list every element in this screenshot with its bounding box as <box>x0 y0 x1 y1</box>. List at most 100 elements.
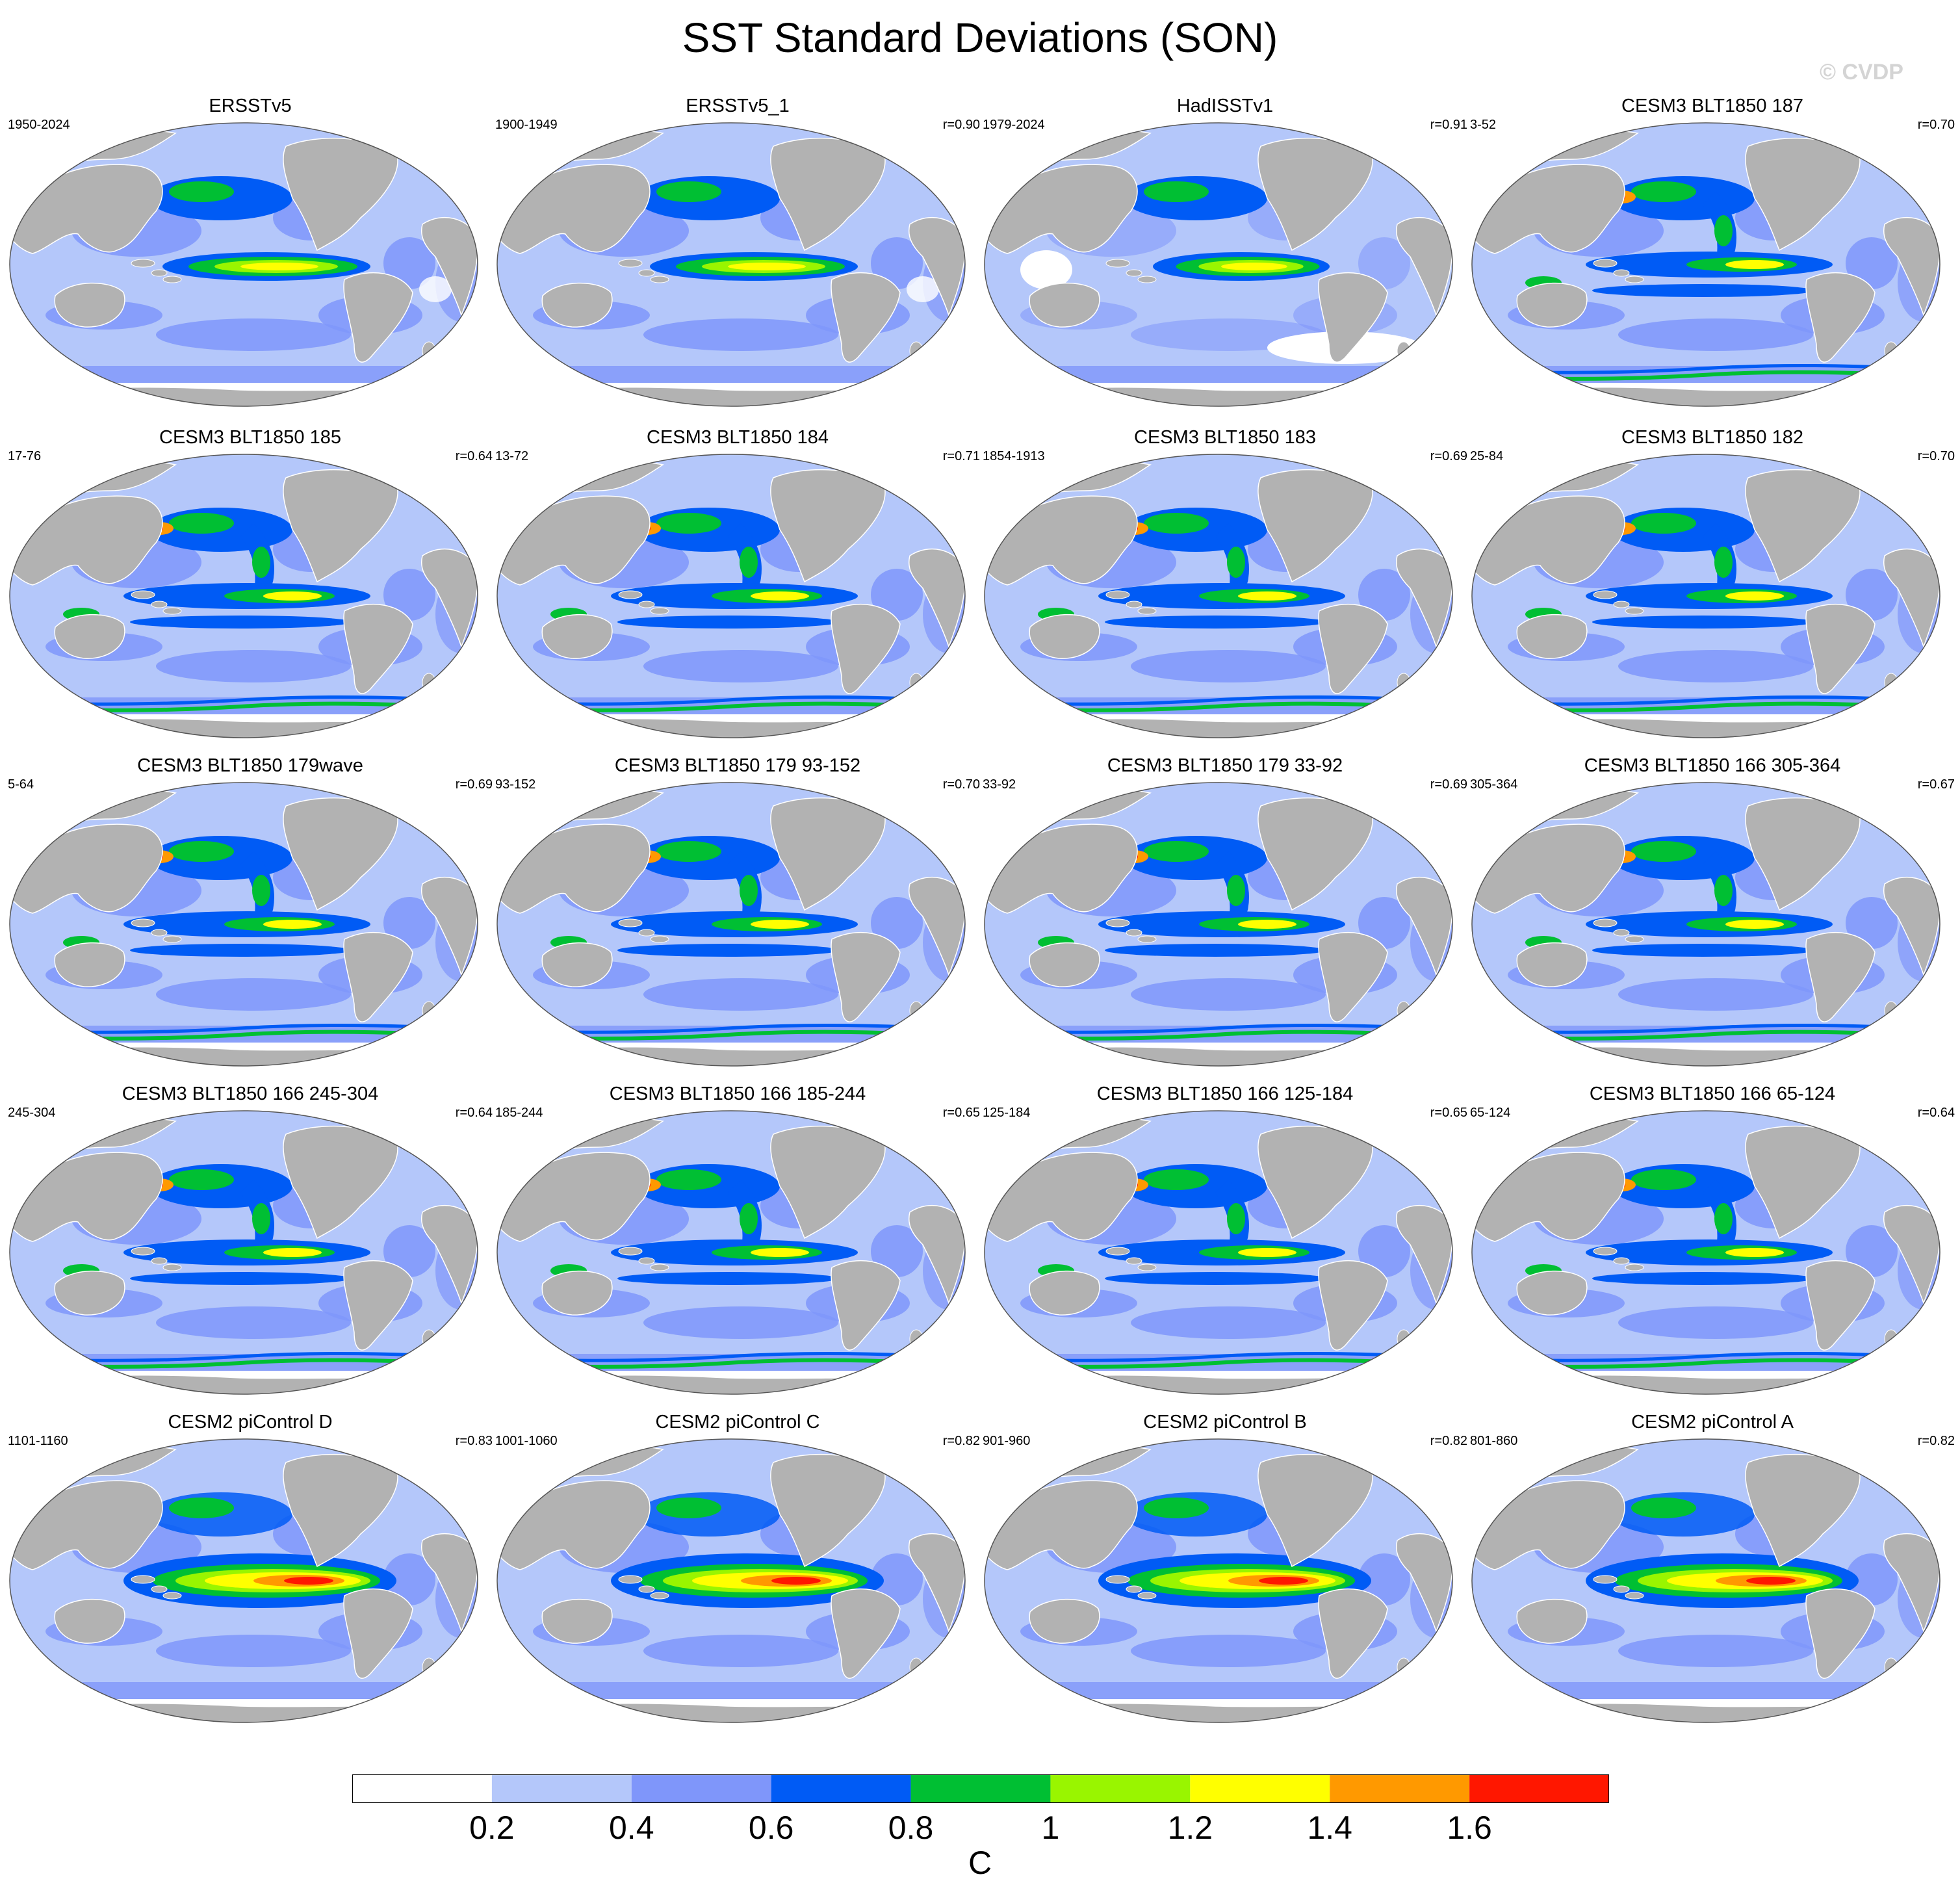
colorbar-swatch <box>1050 1774 1191 1803</box>
panel-title: CESM3 BLT1850 166 305-364 <box>1584 755 1841 776</box>
panel-period: 1900-1949 <box>495 118 558 132</box>
panel-title: CESM3 BLT1850 183 <box>1134 427 1316 448</box>
panel-period: 33-92 <box>983 777 1016 792</box>
panel-pattern-correlation: r=0.65 <box>1430 1106 1467 1120</box>
sst-std-map <box>1471 1110 1941 1395</box>
colorbar-tick-label: 1.6 <box>1447 1810 1492 1846</box>
panel-title: CESM3 BLT1850 184 <box>647 427 829 448</box>
panel-period: 93-152 <box>495 777 536 792</box>
colorbar-swatch <box>352 1774 492 1803</box>
sst-std-map <box>984 1438 1453 1723</box>
panel-pattern-correlation: r=0.83 <box>455 1434 493 1448</box>
panel-period: 245-304 <box>8 1106 56 1120</box>
panel-pattern-correlation: r=0.69 <box>1430 449 1467 463</box>
colorbar-swatch <box>1190 1774 1330 1803</box>
panel-period: 1950-2024 <box>8 118 70 132</box>
colorbar-swatch <box>1469 1774 1609 1803</box>
sst-std-map <box>496 122 966 407</box>
panel-period: 125-184 <box>983 1106 1031 1120</box>
map-panel: CESM3 BLT1850 166 65-124 65-124 r=0.64 <box>1469 1082 1956 1410</box>
panel-title: ERSSTv5 <box>209 96 292 116</box>
panel-title: CESM3 BLT1850 166 245-304 <box>122 1083 379 1104</box>
sst-std-map <box>9 1110 478 1395</box>
map-panel: CESM2 piControl A 801-860 r=0.82 <box>1469 1410 1956 1739</box>
map-panel: HadISSTv1 1979-2024 r=0.91 <box>981 94 1469 422</box>
map-panel: CESM2 piControl D 1101-1160 r=0.83 <box>6 1410 494 1739</box>
map-panel: CESM2 piControl B 901-960 r=0.82 <box>981 1410 1469 1739</box>
colorbar-units: C <box>968 1845 992 1881</box>
colorbar-tick-label: 1.4 <box>1307 1810 1352 1846</box>
sst-std-map <box>984 782 1453 1067</box>
colorbar <box>352 1774 1609 1803</box>
panel-pattern-correlation: r=0.69 <box>455 777 493 792</box>
sst-std-map <box>1471 122 1941 407</box>
panel-period: 5-64 <box>8 777 34 792</box>
panel-pattern-correlation: r=0.70 <box>1917 118 1955 132</box>
panel-title: CESM2 piControl A <box>1631 1412 1794 1433</box>
panel-pattern-correlation: r=0.91 <box>1430 118 1467 132</box>
panel-title: CESM2 piControl B <box>1143 1412 1307 1433</box>
panel-pattern-correlation: r=0.70 <box>942 777 980 792</box>
cvdp-watermark: © CVDP <box>1820 60 1903 84</box>
panel-period: 801-860 <box>1470 1434 1518 1448</box>
panel-period: 3-52 <box>1470 118 1497 132</box>
map-panel-grid: ERSSTv5 1950-2024 ERSSTv5_1 1900-1949 r=0.90… <box>6 94 1956 1739</box>
map-panel: CESM3 BLT1850 166 305-364 305-364 r=0.67 <box>1469 754 1956 1082</box>
panel-title: CESM3 BLT1850 182 <box>1621 427 1803 448</box>
panel-period: 25-84 <box>1470 449 1504 463</box>
panel-title: ERSSTv5_1 <box>686 96 790 116</box>
sst-std-map <box>9 454 478 738</box>
sst-std-map <box>9 1438 478 1723</box>
panel-period: 17-76 <box>8 449 42 463</box>
panel-title: CESM2 piControl D <box>168 1412 333 1433</box>
sst-std-map <box>984 454 1453 738</box>
map-panel: CESM3 BLT1850 166 245-304 245-304 r=0.64 <box>6 1082 494 1410</box>
sst-std-map <box>1471 1438 1941 1723</box>
panel-title: CESM3 BLT1850 179 93-152 <box>614 755 861 776</box>
panel-period: 185-244 <box>495 1106 543 1120</box>
colorbar-tick-label: 1 <box>1041 1810 1060 1846</box>
map-panel: CESM3 BLT1850 187 3-52 r=0.70 <box>1469 94 1956 422</box>
panel-title: HadISSTv1 <box>1176 96 1274 116</box>
panel-pattern-correlation: r=0.64 <box>455 1106 493 1120</box>
panel-pattern-correlation: r=0.70 <box>1917 449 1955 463</box>
map-panel: CESM3 BLT1850 179 33-92 33-92 r=0.69 <box>981 754 1469 1082</box>
colorbar-tick-label: 0.6 <box>748 1810 794 1846</box>
map-panel: ERSSTv5 1950-2024 <box>6 94 494 422</box>
panel-title: CESM3 BLT1850 179 33-92 <box>1107 755 1343 776</box>
figure-title: SST Standard Deviations (SON) <box>682 14 1278 61</box>
map-panel: CESM2 piControl C 1001-1060 r=0.82 <box>494 1410 981 1739</box>
sst-std-map <box>496 454 966 738</box>
colorbar-swatch <box>771 1774 911 1803</box>
sst-std-map <box>1471 782 1941 1067</box>
panel-pattern-correlation: r=0.65 <box>942 1106 980 1120</box>
panel-period: 65-124 <box>1470 1106 1511 1120</box>
sst-std-map <box>1471 454 1941 738</box>
panel-title: CESM3 BLT1850 179wave <box>137 755 363 776</box>
map-panel: ERSSTv5_1 1900-1949 r=0.90 <box>494 94 981 422</box>
colorbar-swatch <box>631 1774 771 1803</box>
map-panel: CESM3 BLT1850 166 185-244 185-244 r=0.65 <box>494 1082 981 1410</box>
panel-pattern-correlation: r=0.82 <box>1430 1434 1467 1448</box>
panel-pattern-correlation: r=0.90 <box>942 118 980 132</box>
colorbar-tick-label: 0.4 <box>609 1810 654 1846</box>
panel-pattern-correlation: r=0.69 <box>1430 777 1467 792</box>
sst-std-map <box>9 122 478 407</box>
panel-title: CESM2 piControl C <box>655 1412 820 1433</box>
colorbar-swatch <box>910 1774 1051 1803</box>
map-panel: CESM3 BLT1850 185 17-76 r=0.64 <box>6 426 494 754</box>
panel-pattern-correlation: r=0.82 <box>942 1434 980 1448</box>
sst-std-map <box>496 782 966 1067</box>
panel-pattern-correlation: r=0.67 <box>1917 777 1955 792</box>
sst-std-map <box>496 1110 966 1395</box>
map-panel: CESM3 BLT1850 182 25-84 r=0.70 <box>1469 426 1956 754</box>
colorbar-swatch <box>1330 1774 1470 1803</box>
panel-period: 1979-2024 <box>983 118 1045 132</box>
panel-title: CESM3 BLT1850 187 <box>1621 96 1803 116</box>
map-panel: CESM3 BLT1850 179wave 5-64 r=0.69 <box>6 754 494 1082</box>
panel-period: 13-72 <box>495 449 529 463</box>
colorbar-tick-label: 0.8 <box>888 1810 934 1846</box>
panel-title: CESM3 BLT1850 166 185-244 <box>609 1083 866 1104</box>
panel-period: 305-364 <box>1470 777 1518 792</box>
map-panel: CESM3 BLT1850 166 125-184 125-184 r=0.65 <box>981 1082 1469 1410</box>
